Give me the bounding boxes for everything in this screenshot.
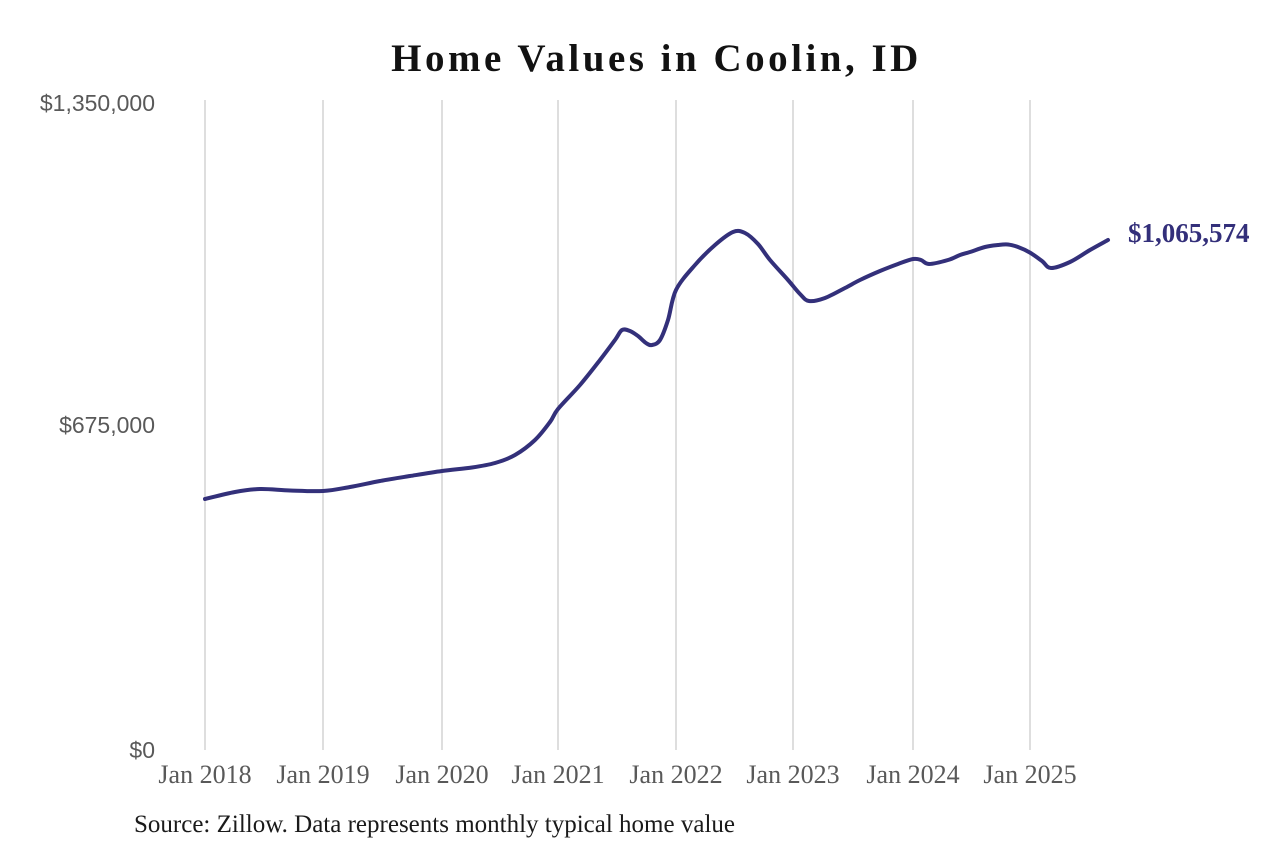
- svg-text:Jan 2021: Jan 2021: [511, 760, 604, 789]
- svg-text:Jan 2018: Jan 2018: [158, 760, 251, 789]
- svg-text:Jan 2024: Jan 2024: [866, 760, 959, 789]
- svg-text:Jan 2022: Jan 2022: [629, 760, 722, 789]
- svg-text:$0: $0: [129, 737, 155, 763]
- svg-text:$1,065,574: $1,065,574: [1128, 218, 1250, 248]
- svg-text:$675,000: $675,000: [59, 412, 155, 438]
- svg-text:$1,350,000: $1,350,000: [40, 90, 155, 116]
- svg-text:Jan 2023: Jan 2023: [746, 760, 839, 789]
- svg-text:Jan 2025: Jan 2025: [983, 760, 1076, 789]
- svg-text:Jan 2019: Jan 2019: [276, 760, 369, 789]
- svg-text:Jan 2020: Jan 2020: [395, 760, 488, 789]
